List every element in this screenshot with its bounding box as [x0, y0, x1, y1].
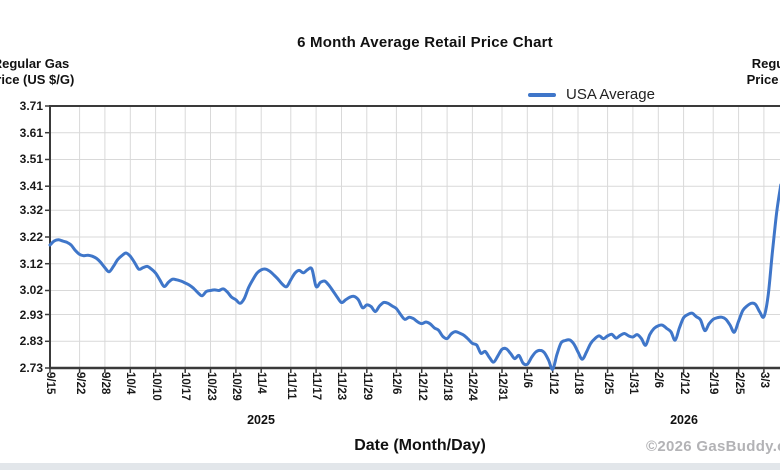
- y-tick-label: 3.51: [19, 152, 43, 166]
- x-tick-label: 12/31: [496, 372, 508, 401]
- x-tick-label: 1/18: [572, 372, 584, 395]
- year-label: 2025: [247, 413, 275, 427]
- y-tick-label: 2.93: [19, 308, 43, 322]
- x-tick-label: 12/18: [441, 372, 453, 401]
- x-tick-label: 2/25: [733, 372, 745, 395]
- y-tick-label: 3.61: [19, 126, 43, 140]
- y-axis-title-right-line1: Regular Gas: [751, 56, 780, 71]
- x-tick-label: 1/31: [627, 372, 639, 395]
- y-tick-label: 3.12: [19, 257, 43, 271]
- x-tick-label: 10/4: [124, 372, 136, 395]
- x-tick-label: 10/17: [179, 372, 191, 401]
- x-tick-label: 2/19: [707, 372, 719, 395]
- bottom-strip: [0, 463, 780, 470]
- x-tick-label: 3/3: [758, 372, 770, 388]
- x-tick-label: 1/12: [547, 372, 559, 395]
- y-axis-title-right-line2: Price (US $/G): [746, 71, 780, 87]
- x-tick-label: 9/15: [44, 372, 56, 395]
- chart-title: 6 Month Average Retail Price Chart: [297, 34, 553, 51]
- copyright-notice: ©2026 GasBuddy.com: [646, 438, 780, 455]
- x-tick-label: 9/28: [99, 372, 111, 395]
- x-tick-label: 11/11: [285, 372, 297, 400]
- x-tick-label: 1/25: [602, 372, 614, 395]
- y-tick-label: 2.83: [19, 334, 43, 348]
- x-tick-label: 1/6: [521, 372, 533, 388]
- legend-label: USA Average: [566, 86, 655, 103]
- y-axis-title-right: Regular Gas Price (US $/G): [729, 56, 780, 87]
- y-tick-label: 3.32: [19, 203, 43, 217]
- x-axis-title: Date (Month/Day): [354, 437, 486, 454]
- y-tick-label: 3.22: [19, 230, 43, 244]
- x-tick-label: 11/4: [255, 372, 267, 394]
- y-tick-label: 3.41: [19, 179, 43, 193]
- x-tick-label: 10/10: [150, 372, 162, 401]
- x-tick-label: 10/23: [205, 372, 217, 401]
- y-tick-label: 3.02: [19, 283, 43, 297]
- x-tick-label: 12/6: [390, 372, 402, 395]
- x-tick-label: 12/12: [416, 372, 428, 401]
- x-tick-label: 9/22: [74, 372, 86, 395]
- y-axis-title-left-line2: Price (US $/G): [0, 71, 75, 87]
- y-tick-label: 2.73: [19, 361, 43, 375]
- y-axis-title-left-line1: Regular Gas: [0, 56, 70, 71]
- x-tick-label: 11/29: [361, 372, 373, 401]
- x-tick-label: 10/29: [230, 372, 242, 401]
- legend-line-swatch-icon: [528, 93, 556, 97]
- year-label: 2026: [670, 413, 698, 427]
- x-tick-label: 12/24: [466, 372, 478, 401]
- x-tick-label: 2/12: [678, 372, 690, 395]
- x-tick-label: 11/23: [335, 372, 347, 401]
- y-axis-title-left: Regular Gas Price (US $/G): [0, 56, 92, 87]
- x-tick-label: 11/17: [310, 372, 322, 401]
- x-tick-label: 2/6: [652, 372, 664, 388]
- y-tick-label: 3.71: [19, 99, 43, 113]
